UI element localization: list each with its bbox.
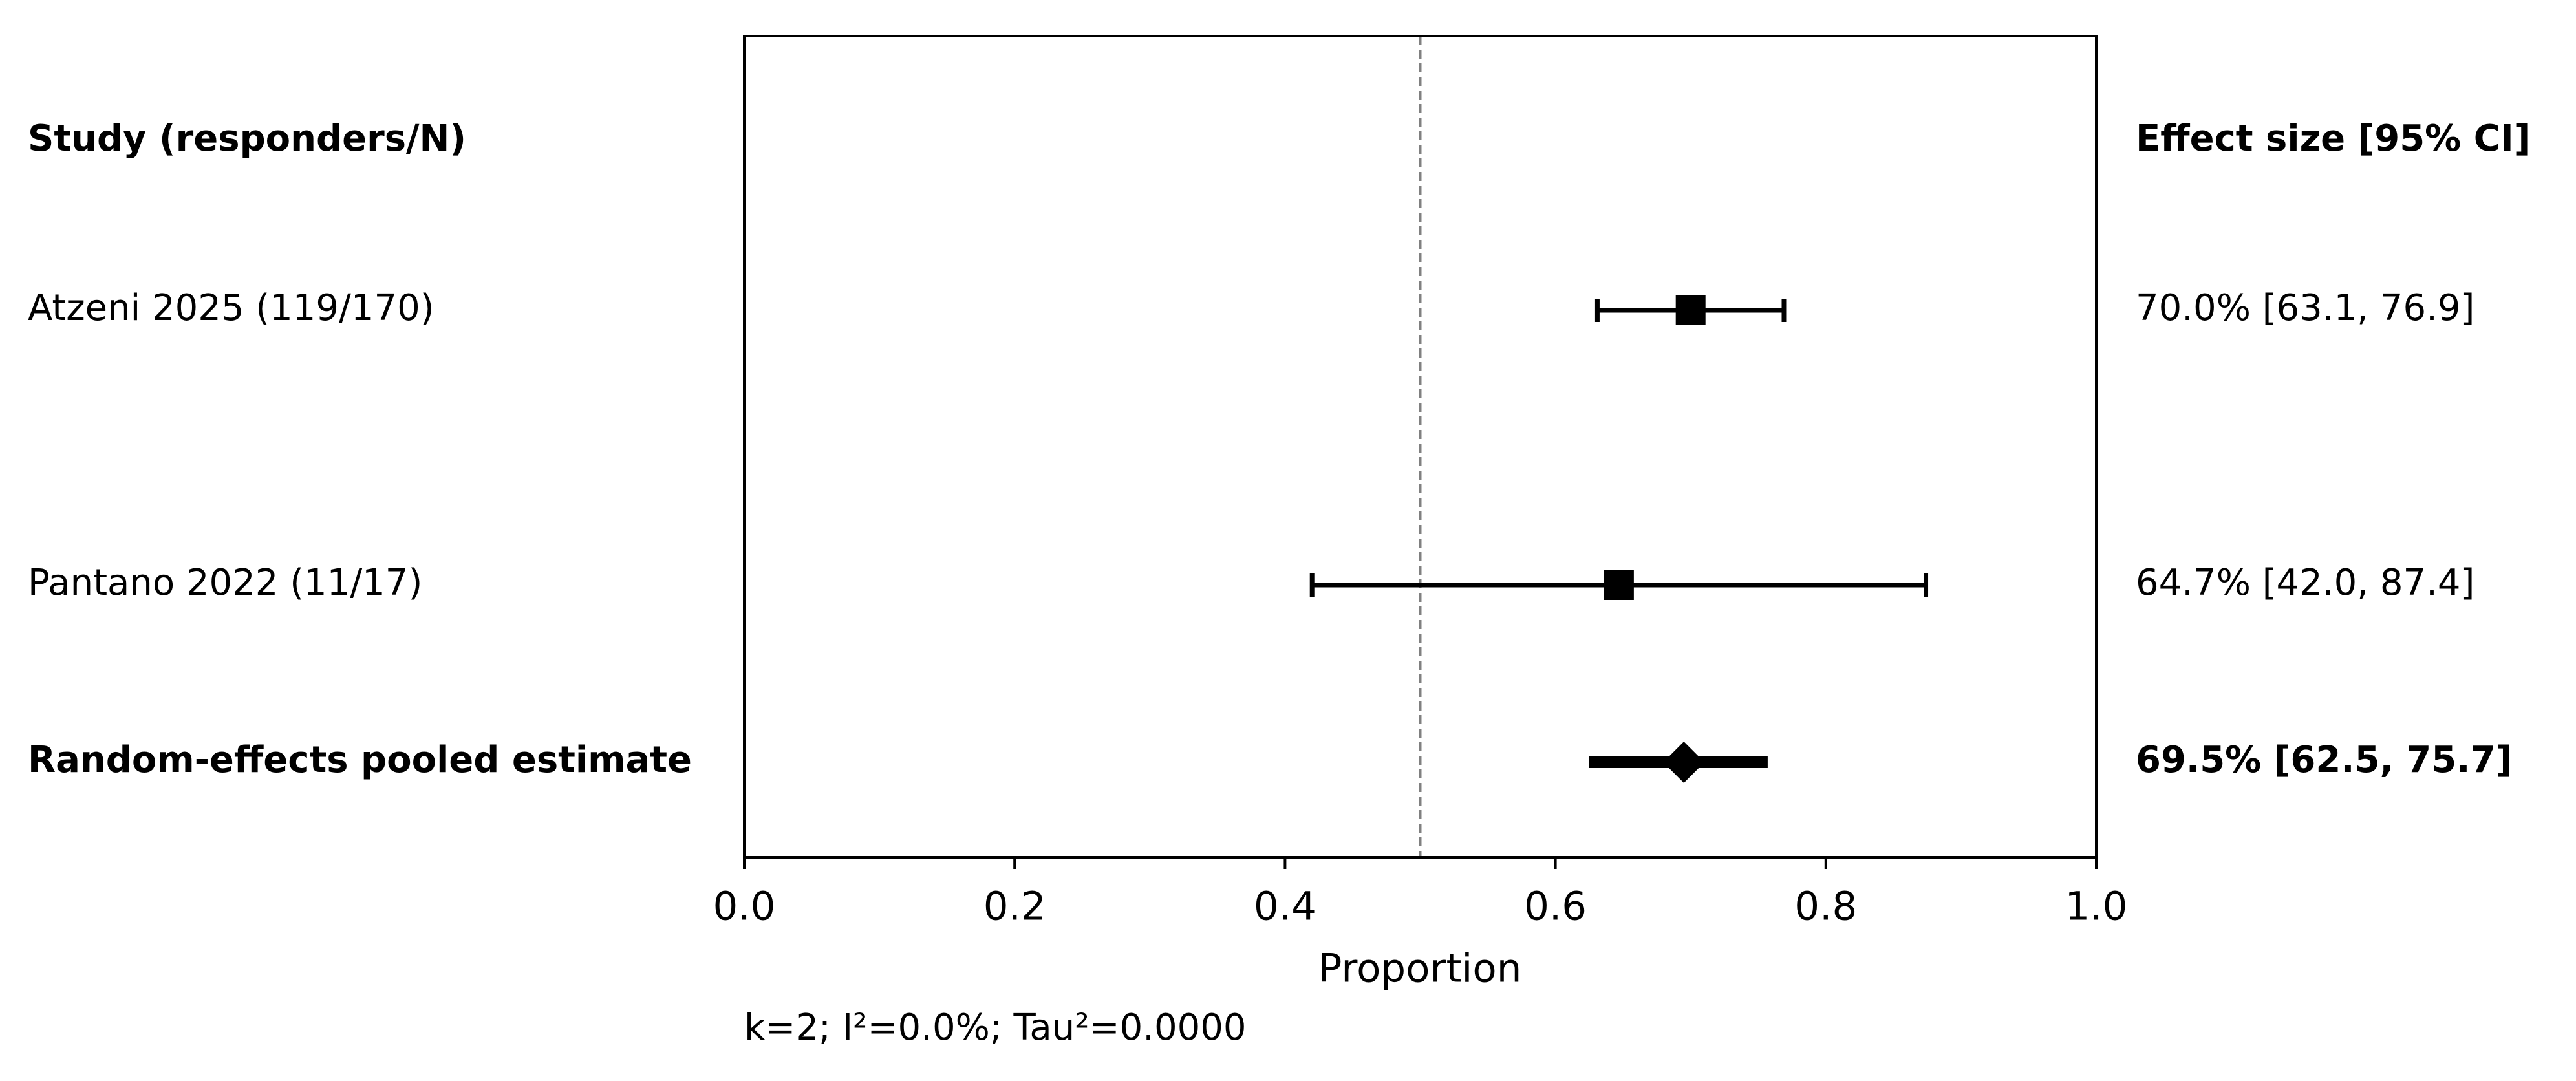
study-label: Pantano 2022 (11/17) xyxy=(28,562,422,604)
right-header: Effect size [95% CI] xyxy=(2136,118,2530,160)
x-tick-label: 0.2 xyxy=(983,884,1046,930)
point-estimate xyxy=(1604,570,1634,600)
effect-text: 64.7% [42.0, 87.4] xyxy=(2136,562,2474,604)
study-label: Atzeni 2025 (119/170) xyxy=(28,287,435,329)
left-header: Study (responders/N) xyxy=(28,118,466,160)
x-tick-label: 0.4 xyxy=(1254,884,1316,930)
plot-frame xyxy=(743,35,2098,859)
x-tick-label: 0.8 xyxy=(1794,884,1857,930)
footnote: k=2; I²=0.0%; Tau²=0.0000 xyxy=(744,1007,1247,1049)
x-axis-label: Proportion xyxy=(1318,946,1522,992)
pooled-text: 69.5% [62.5, 75.7] xyxy=(2136,739,2512,781)
pooled-label: Random-effects pooled estimate xyxy=(28,739,692,781)
effect-text: 70.0% [63.1, 76.9] xyxy=(2136,287,2474,329)
pooled-diamond xyxy=(1663,742,1705,783)
x-tick-label: 0.6 xyxy=(1524,884,1587,930)
x-tick-label: 0.0 xyxy=(713,884,775,930)
point-estimate xyxy=(1675,295,1706,325)
x-tick-label: 1.0 xyxy=(2065,884,2127,930)
